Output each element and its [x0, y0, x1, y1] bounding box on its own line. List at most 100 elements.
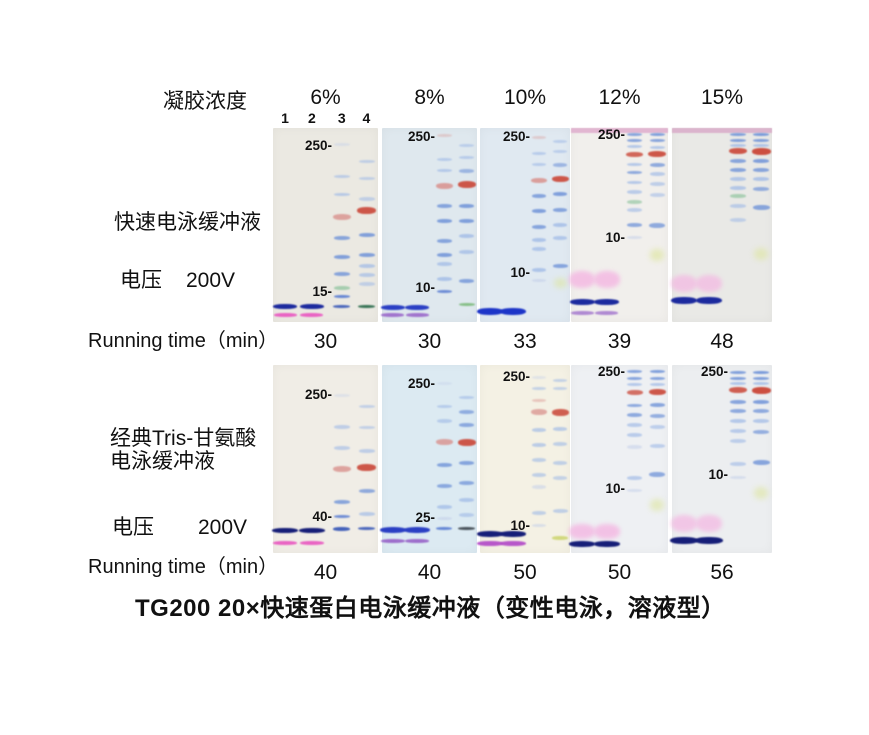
gel-band [627, 223, 642, 227]
gel-band [273, 303, 298, 309]
gel-band [459, 203, 474, 208]
gel-band [552, 536, 569, 540]
gel-photo-row1-15% [670, 128, 772, 322]
gel-photo-row2-10%: 250- 10- [477, 365, 570, 553]
gel-photo-row1-10%: 250- 10- [477, 128, 570, 322]
voltage-value: 200V [198, 516, 248, 539]
gel-band [436, 527, 453, 531]
gel-band [649, 383, 665, 387]
gel-band [404, 526, 431, 533]
gel-band [729, 144, 746, 147]
gel-band [649, 192, 665, 197]
running-time-value: 30 [313, 330, 338, 353]
mw-marker-label: 40- [312, 509, 332, 524]
gel-band [272, 527, 299, 533]
gel-band [436, 277, 452, 282]
gel-band [405, 313, 429, 318]
gel-band [754, 248, 768, 261]
gel-band [553, 278, 567, 289]
gel-band [627, 144, 642, 148]
gel-band [551, 176, 569, 183]
gel-band [299, 303, 324, 309]
mw-marker-label: 250- [502, 369, 530, 384]
gel-band [627, 236, 642, 240]
gel-band [532, 473, 546, 477]
gel-band [752, 205, 770, 210]
gel-band [459, 423, 474, 428]
gel-band [670, 297, 697, 305]
gel-band [649, 376, 665, 380]
gel-band [753, 138, 769, 142]
gel-band [358, 282, 375, 287]
lane-number: 4 [362, 110, 371, 126]
gel-band [436, 462, 452, 467]
gel-band [477, 307, 504, 315]
running-time-value: 30 [417, 330, 442, 353]
gel-band [649, 171, 665, 176]
gel-band [300, 312, 324, 317]
gel-band [477, 541, 504, 547]
gel-band [648, 151, 667, 158]
gel-band [459, 219, 474, 224]
gel-band [649, 139, 665, 143]
gel-band [333, 445, 350, 450]
gel-band [333, 235, 350, 240]
concentration-label: 10% [503, 86, 547, 109]
gel-band [553, 149, 568, 153]
running-time-value: 50 [513, 561, 537, 584]
gel-band [457, 438, 476, 446]
gel-band [532, 193, 546, 198]
gel-band [532, 457, 546, 462]
gel-band [553, 207, 568, 212]
gel-band [649, 370, 665, 374]
gel-band [728, 148, 747, 155]
gel-band [357, 207, 376, 214]
gel-band [436, 289, 452, 293]
mw-marker-label: 250- [502, 129, 530, 144]
gel-band [627, 432, 642, 437]
gel-band [436, 516, 452, 520]
gel-band [649, 443, 665, 448]
gel-band [381, 313, 405, 318]
gel-band [627, 488, 642, 492]
gel-band [459, 250, 474, 255]
gel-band [627, 444, 642, 449]
gel-band [627, 475, 642, 480]
gel-band [273, 312, 297, 317]
running-time-value: 50 [607, 561, 632, 584]
gel-band [532, 163, 546, 167]
gel-band [436, 382, 452, 386]
gel-band [649, 425, 665, 429]
running-time-label-bottom: Running time（min） [88, 556, 279, 578]
gel-band [358, 425, 375, 429]
gel-band [569, 523, 596, 539]
lane-number: 1 [281, 110, 289, 126]
gel-band [532, 387, 546, 390]
gel-band [333, 175, 350, 178]
gel-band [594, 298, 620, 305]
mw-marker-label: 10- [605, 230, 625, 245]
gel-band [532, 151, 546, 155]
gel-band [333, 294, 350, 298]
gel-band [358, 176, 375, 180]
gel-band [569, 270, 596, 288]
gel-band [532, 510, 546, 515]
gel-band [627, 171, 642, 175]
gel-band [751, 386, 771, 394]
gel-band [436, 238, 452, 243]
gel-band [729, 476, 746, 480]
gel-band [553, 475, 568, 480]
gel-band [551, 408, 569, 416]
gel-band [532, 247, 546, 252]
gel-band [670, 515, 697, 533]
gel-band [459, 460, 474, 465]
gel-band [593, 540, 620, 547]
gel-band [333, 143, 350, 146]
gel-band [459, 513, 474, 518]
running-time-value: 40 [313, 561, 338, 584]
gel-band [648, 389, 666, 396]
running-time-value: 33 [513, 330, 537, 353]
gel-band [333, 193, 350, 197]
gel-band [457, 180, 476, 188]
gel-band [729, 203, 746, 208]
